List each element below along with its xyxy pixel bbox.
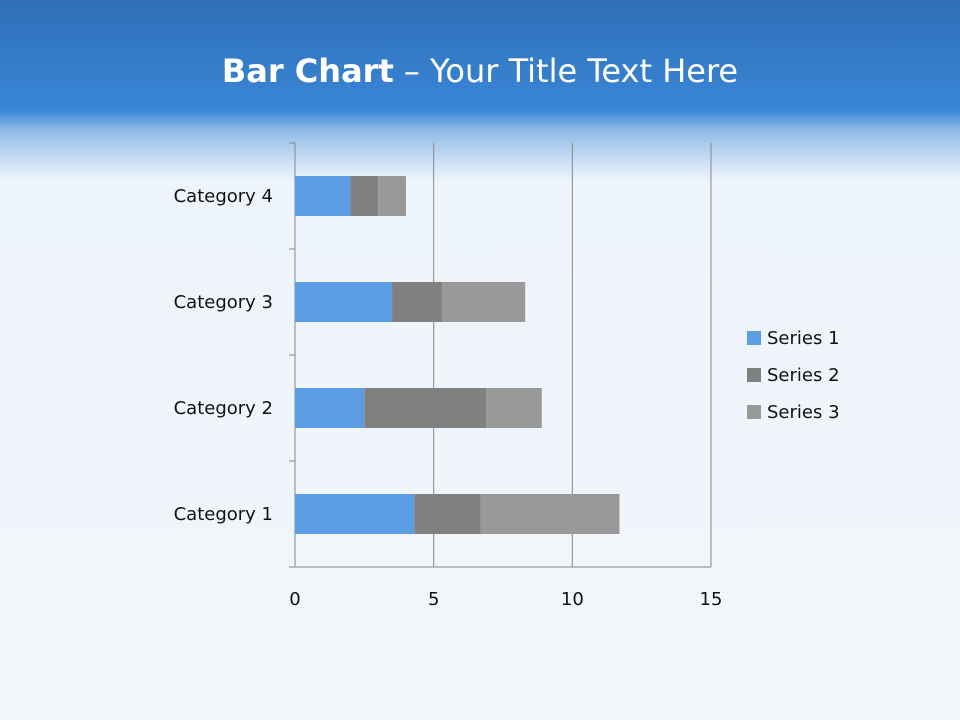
bar-segment	[295, 176, 351, 216]
bar-segment	[441, 282, 526, 322]
bar-segment	[295, 494, 415, 534]
x-tick-label: 0	[289, 589, 300, 610]
category-label: Category 3	[174, 292, 273, 313]
slide-title: Bar Chart – Your Title Text Here	[221, 52, 739, 90]
bar-segment	[350, 176, 379, 216]
bar-segment	[364, 388, 487, 428]
legend-swatch	[747, 368, 761, 382]
bar-segment	[392, 282, 442, 322]
legend-label: Series 3	[767, 402, 840, 423]
bar-segment	[295, 388, 365, 428]
category-label: Category 2	[174, 398, 273, 419]
category-label: Category 1	[174, 504, 273, 525]
bar-segment	[378, 176, 406, 216]
legend-label: Series 2	[767, 365, 840, 386]
x-tick-label: 5	[428, 589, 439, 610]
x-tick-label: 10	[561, 589, 584, 610]
bar-segment	[414, 494, 481, 534]
bar-segment	[295, 282, 393, 322]
legend-swatch	[747, 331, 761, 345]
x-tick-label: 15	[700, 589, 723, 610]
bar-segment	[486, 388, 542, 428]
legend-swatch	[747, 405, 761, 419]
category-label: Category 4	[174, 186, 273, 207]
bar-segment	[480, 494, 620, 534]
legend-label: Series 1	[767, 328, 840, 349]
